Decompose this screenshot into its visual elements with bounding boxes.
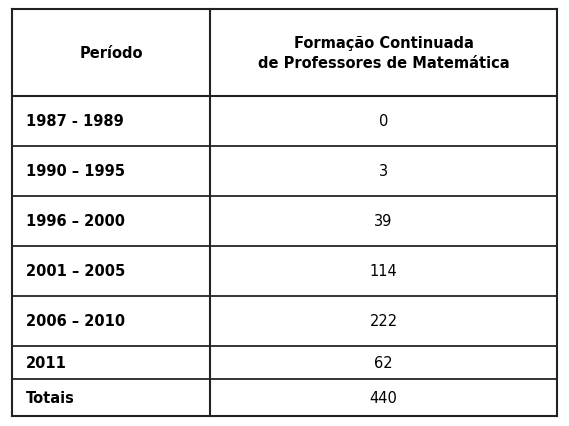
Text: 2011: 2011 [26,355,67,370]
Text: 440: 440 [369,390,397,405]
Text: Totais: Totais [26,390,75,405]
Text: 0: 0 [379,114,388,129]
Text: 114: 114 [370,264,397,279]
Text: Período: Período [79,46,143,61]
Text: 39: 39 [374,214,393,229]
Text: 62: 62 [374,355,393,370]
Text: Formação Continuada
de Professores de Matemática: Formação Continuada de Professores de Ma… [258,36,509,71]
Text: 1996 – 2000: 1996 – 2000 [26,214,125,229]
Text: 2001 – 2005: 2001 – 2005 [26,264,125,279]
Text: 1987 - 1989: 1987 - 1989 [26,114,123,129]
Text: 1990 – 1995: 1990 – 1995 [26,164,125,179]
Text: 3: 3 [379,164,388,179]
Text: 222: 222 [369,314,398,329]
Text: 2006 – 2010: 2006 – 2010 [26,314,125,329]
